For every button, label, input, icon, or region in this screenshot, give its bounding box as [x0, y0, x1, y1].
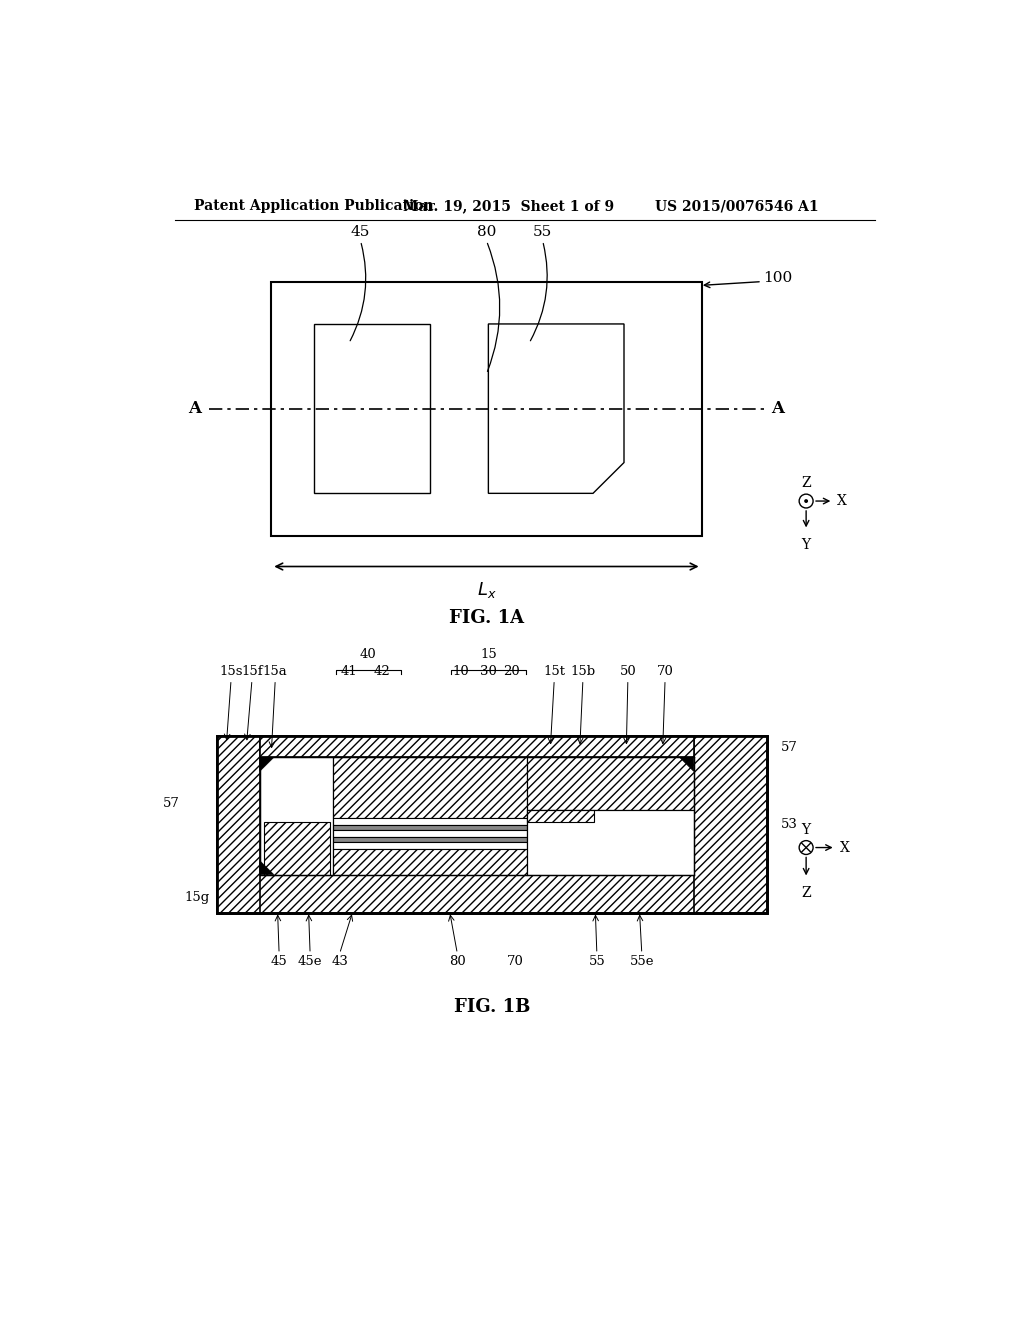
Text: Y: Y [802, 822, 811, 837]
Text: 55: 55 [589, 956, 605, 969]
Bar [217, 737, 767, 913]
Text: 100: 100 [764, 271, 793, 285]
Bar [334, 842, 527, 849]
Bar [527, 758, 693, 810]
Text: FIG. 1A: FIG. 1A [449, 609, 524, 627]
Text: 57: 57 [781, 741, 798, 754]
Polygon shape [260, 758, 273, 771]
Bar [263, 822, 330, 874]
Text: A: A [771, 400, 784, 417]
Bar [271, 281, 701, 536]
Text: X: X [838, 494, 847, 508]
Polygon shape [680, 758, 693, 771]
Bar [260, 737, 693, 758]
Bar [260, 758, 334, 874]
Text: 15t: 15t [544, 665, 565, 678]
Text: 45: 45 [270, 956, 288, 969]
Bar [260, 758, 693, 874]
Text: 50: 50 [620, 665, 636, 678]
Text: 42: 42 [374, 665, 390, 678]
Bar [334, 825, 527, 830]
Bar [334, 849, 527, 874]
Text: 55e: 55e [630, 956, 654, 969]
Bar [527, 810, 693, 875]
Bar [314, 323, 430, 494]
Text: 55: 55 [534, 226, 552, 239]
Bar [334, 830, 527, 837]
Text: 15s: 15s [219, 665, 243, 678]
Bar [217, 737, 767, 913]
Bar [217, 874, 767, 913]
Text: 45: 45 [351, 226, 371, 239]
Bar [693, 737, 767, 913]
Bar [217, 737, 260, 913]
Text: 80: 80 [477, 226, 496, 239]
Text: 43: 43 [331, 956, 348, 969]
Text: Z: Z [802, 477, 811, 490]
Text: Mar. 19, 2015  Sheet 1 of 9: Mar. 19, 2015 Sheet 1 of 9 [403, 199, 614, 213]
Bar [334, 818, 527, 825]
Text: Z: Z [802, 886, 811, 900]
Text: 30: 30 [480, 665, 497, 678]
Text: Patent Application Publication: Patent Application Publication [194, 199, 433, 213]
Polygon shape [260, 861, 273, 874]
Text: 57: 57 [163, 797, 180, 809]
Text: Y: Y [802, 539, 811, 552]
Text: $L_x$: $L_x$ [476, 581, 497, 601]
Text: 70: 70 [507, 956, 524, 969]
Text: 10: 10 [453, 665, 470, 678]
Text: 20: 20 [503, 665, 520, 678]
Bar [334, 837, 527, 842]
Text: 40: 40 [359, 648, 377, 661]
Text: X: X [840, 841, 849, 854]
Text: 15f: 15f [242, 665, 263, 678]
Text: 15g: 15g [184, 891, 209, 904]
Bar [527, 810, 594, 822]
Circle shape [804, 499, 808, 503]
Text: 41: 41 [341, 665, 357, 678]
Text: 70: 70 [656, 665, 674, 678]
Text: FIG. 1B: FIG. 1B [454, 998, 530, 1015]
Text: 15: 15 [480, 648, 497, 661]
Text: 45e: 45e [298, 956, 323, 969]
Bar [334, 758, 527, 818]
Text: 53: 53 [781, 818, 798, 832]
Text: 15b: 15b [570, 665, 596, 678]
Text: A: A [188, 400, 202, 417]
Text: US 2015/0076546 A1: US 2015/0076546 A1 [655, 199, 818, 213]
Text: 80: 80 [449, 956, 466, 969]
Text: 15a: 15a [263, 665, 288, 678]
